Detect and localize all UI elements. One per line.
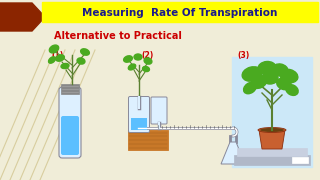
Bar — [234, 155, 310, 165]
Ellipse shape — [134, 54, 142, 60]
Ellipse shape — [242, 67, 262, 81]
FancyBboxPatch shape — [129, 96, 149, 132]
Ellipse shape — [272, 64, 288, 76]
Ellipse shape — [258, 62, 276, 75]
Ellipse shape — [262, 72, 278, 84]
Ellipse shape — [142, 66, 149, 72]
Bar — [237, 148, 307, 156]
Bar — [131, 118, 147, 130]
Ellipse shape — [260, 128, 284, 132]
Ellipse shape — [144, 58, 152, 64]
Ellipse shape — [277, 78, 291, 90]
Ellipse shape — [251, 76, 267, 88]
Polygon shape — [259, 130, 285, 149]
Bar — [292, 157, 308, 163]
Text: (3): (3) — [238, 51, 250, 60]
Bar — [232, 57, 312, 167]
Ellipse shape — [77, 58, 85, 64]
Ellipse shape — [61, 63, 69, 69]
Ellipse shape — [286, 85, 298, 95]
Bar — [128, 130, 168, 150]
Text: Alternative to Practical: Alternative to Practical — [54, 31, 182, 41]
Ellipse shape — [280, 69, 298, 83]
Text: (2): (2) — [142, 51, 154, 60]
FancyBboxPatch shape — [61, 116, 79, 155]
Bar — [42, 2, 318, 22]
Ellipse shape — [124, 56, 132, 62]
Bar — [61, 84, 79, 94]
Ellipse shape — [128, 64, 136, 70]
Ellipse shape — [81, 49, 89, 55]
FancyBboxPatch shape — [59, 87, 81, 158]
Text: (1): (1) — [52, 51, 64, 60]
FancyBboxPatch shape — [151, 97, 167, 124]
Polygon shape — [0, 3, 45, 31]
Text: Measuring  Rate Of Transpiration: Measuring Rate Of Transpiration — [82, 8, 278, 18]
Polygon shape — [221, 142, 245, 164]
Ellipse shape — [49, 57, 55, 63]
Ellipse shape — [49, 45, 59, 53]
Ellipse shape — [244, 82, 256, 94]
Ellipse shape — [258, 127, 286, 132]
Ellipse shape — [56, 55, 64, 61]
